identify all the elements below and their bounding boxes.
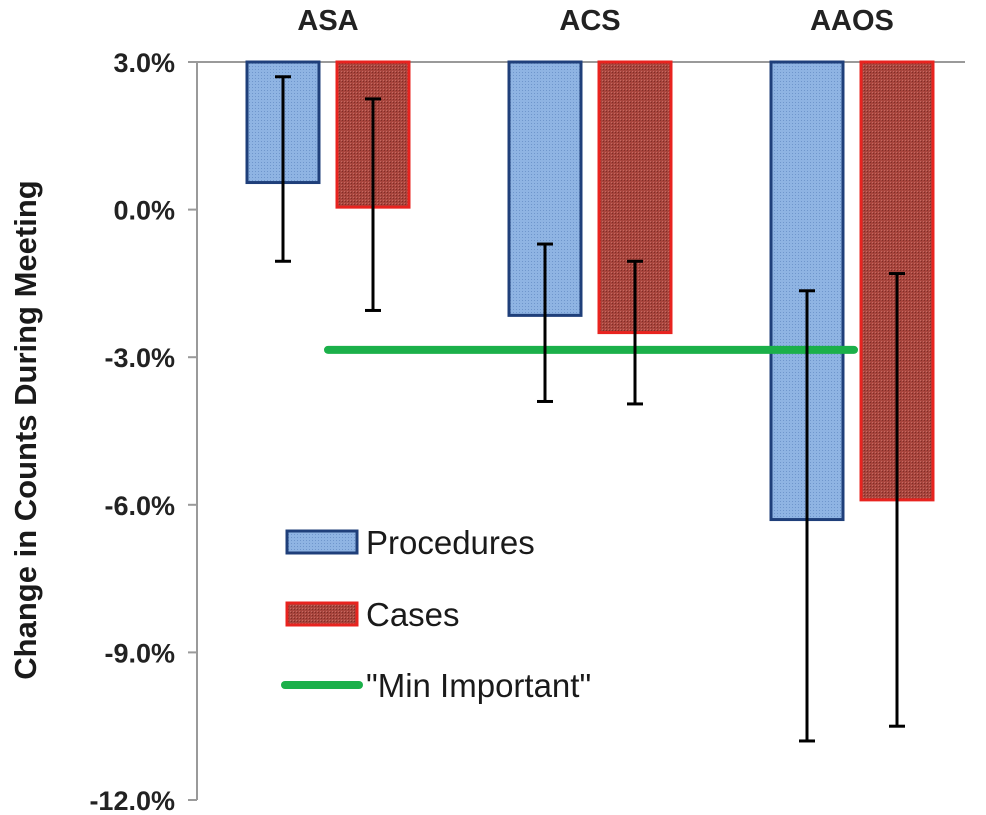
y-tick-label: -3.0% (104, 343, 175, 373)
legend: Procedures Cases "Min Important" (281, 524, 591, 704)
legend-label-cases: Cases (366, 596, 460, 633)
legend-swatch-procedures (285, 529, 359, 555)
category-labels: ASA ACS AAOS (297, 5, 894, 37)
error-bar-procedures-aaos (799, 289, 815, 743)
category-label-asa: ASA (297, 5, 358, 37)
error-bar-procedures-asa (275, 75, 291, 263)
error-bar-cases-acs (627, 259, 643, 406)
error-bars (275, 75, 905, 743)
y-tick-label: 0.0% (113, 196, 175, 226)
category-label-aaos: AAOS (810, 5, 894, 37)
legend-label-min-important: "Min Important" (366, 667, 591, 704)
y-tick-label: -6.0% (104, 491, 175, 521)
error-bar-procedures-acs (537, 242, 553, 403)
bars (245, 60, 935, 522)
legend-swatch-cases (285, 601, 359, 627)
error-bar-cases-aaos (889, 272, 905, 728)
y-tick-label: 3.0% (113, 48, 175, 78)
error-bar-cases-asa (365, 97, 381, 312)
legend-label-procedures: Procedures (366, 524, 535, 561)
category-label-acs: ACS (559, 5, 620, 37)
y-tick-label: -9.0% (104, 638, 175, 668)
y-tick-label: -12.0% (89, 786, 175, 815)
y-axis-title: Change in Counts During Meeting (8, 180, 43, 679)
y-axis-ticks: 3.0% 0.0% -3.0% -6.0% -9.0% -12.0% (89, 48, 197, 815)
